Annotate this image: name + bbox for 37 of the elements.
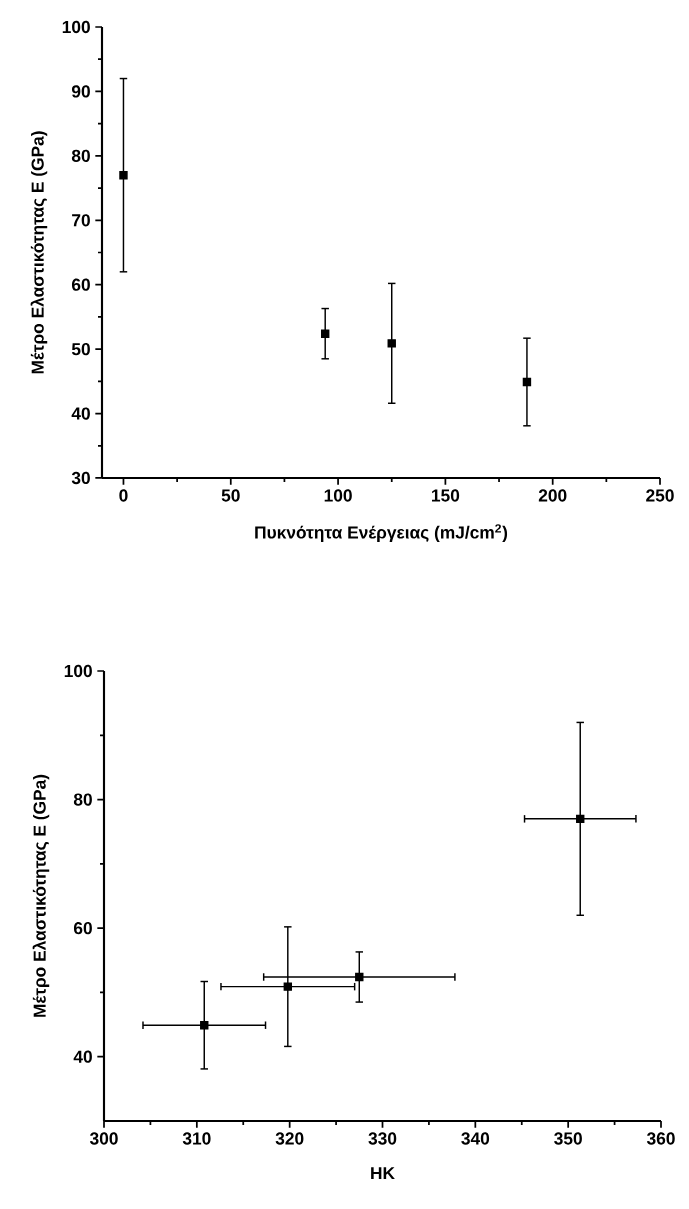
y-tick-label: 100 xyxy=(64,664,92,678)
y-axis-title: Μέτρο Ελαστικότητας E (GPa) xyxy=(30,131,48,374)
x-tick-label: 340 xyxy=(461,1132,490,1145)
y-tick-label: 50 xyxy=(71,342,90,356)
x-tick-label: 250 xyxy=(646,489,674,502)
point xyxy=(320,329,330,338)
point xyxy=(355,972,364,982)
x-tick-label: 150 xyxy=(432,489,460,502)
point xyxy=(522,377,532,387)
y-tick-label: 40 xyxy=(73,1050,92,1063)
point xyxy=(200,1021,209,1030)
x-tick-label: 350 xyxy=(554,1132,582,1145)
x-tick-label: 360 xyxy=(646,1132,675,1145)
y-tick-label: 100 xyxy=(62,20,90,34)
x-tick-label: 300 xyxy=(89,1132,118,1145)
x-tick-label: 310 xyxy=(182,1132,211,1145)
y-tick-label: 30 xyxy=(71,471,90,485)
y-tick-label: 60 xyxy=(73,922,92,935)
point xyxy=(283,982,293,991)
point xyxy=(387,339,396,348)
x-tick-label: 0 xyxy=(119,489,128,502)
x-tick-label: 100 xyxy=(324,489,352,502)
y-axis-title: Μέτρο Ελαστικότητας E (GPa) xyxy=(32,774,50,1017)
y-tick-label: 40 xyxy=(71,407,90,420)
x-axis-title: Πυκνότητα Ενέργειας (mJ/cm$^{2}$) xyxy=(255,524,508,542)
x-tick-label: 200 xyxy=(538,489,567,502)
y-tick-label: 70 xyxy=(72,214,90,227)
x-axis-title: HK xyxy=(371,1167,395,1180)
y-tick-label: 60 xyxy=(71,278,90,291)
x-tick-label: 320 xyxy=(275,1132,304,1145)
point xyxy=(576,814,585,824)
y-tick-label: 80 xyxy=(71,149,90,162)
point xyxy=(119,170,128,180)
y-tick-label: 80 xyxy=(73,793,92,806)
x-tick-label: 330 xyxy=(368,1132,397,1145)
y-tick-label: 90 xyxy=(71,85,90,98)
x-tick-label: 50 xyxy=(221,489,240,502)
